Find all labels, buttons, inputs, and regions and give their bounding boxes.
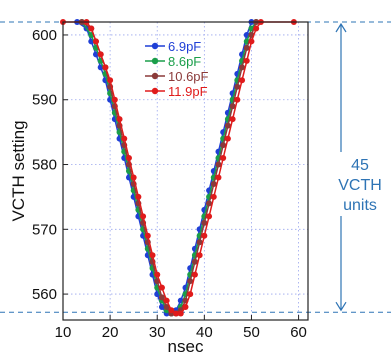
y-tick-label: 570 (32, 221, 57, 238)
data-point (239, 64, 246, 71)
data-point (88, 25, 95, 32)
grid-lines (62, 22, 308, 320)
series-11.9pF (60, 19, 297, 317)
data-point (196, 239, 203, 246)
data-point (158, 294, 165, 301)
series-group (60, 19, 297, 317)
y-axis-label: VCTH setting (9, 120, 28, 221)
annotation-arrow-head-bottom (335, 301, 347, 312)
data-point (243, 57, 250, 64)
data-point (102, 64, 109, 71)
data-point (210, 193, 217, 200)
data-point (163, 297, 170, 304)
data-point (220, 142, 227, 149)
data-point (196, 252, 203, 259)
data-point (248, 38, 255, 45)
x-tick-label: 20 (102, 324, 119, 341)
data-point (149, 252, 156, 259)
data-point (163, 304, 170, 311)
data-point (144, 232, 151, 239)
data-point (177, 310, 184, 317)
data-point (182, 304, 189, 311)
data-point (253, 25, 260, 32)
data-point (158, 304, 165, 311)
y-tick-label: 580 (32, 157, 57, 174)
data-point (243, 44, 250, 51)
x-tick-label: 40 (196, 324, 213, 341)
data-point (215, 161, 222, 168)
data-point (168, 307, 175, 314)
data-point (154, 271, 161, 278)
data-point (92, 38, 99, 45)
data-point (187, 278, 194, 285)
data-point (206, 213, 213, 220)
data-point (201, 232, 208, 239)
data-point (234, 96, 241, 103)
data-point (140, 213, 147, 220)
annotation-background (325, 152, 391, 216)
legend-swatch-marker (151, 42, 159, 50)
data-point (121, 135, 128, 142)
data-point (187, 291, 194, 298)
data-point (116, 116, 123, 123)
data-point (224, 135, 231, 142)
legend-item: 11.9pF (145, 84, 208, 99)
data-point (173, 310, 180, 317)
data-point (191, 271, 198, 278)
x-tick-label: 60 (290, 324, 307, 341)
legend-label: 8.6pF (168, 54, 201, 69)
data-point (107, 77, 114, 84)
y-tick-label: 590 (32, 92, 57, 109)
data-point (125, 155, 132, 162)
y-tick-label: 560 (32, 286, 57, 303)
data-point (229, 103, 236, 110)
data-point (234, 83, 241, 90)
data-point (130, 174, 137, 181)
y-axis-ticks: 560 570 580 590 600 (32, 27, 68, 303)
data-point (135, 193, 142, 200)
data-point (224, 122, 231, 129)
legend-item: 6.9pF (145, 39, 201, 54)
data-point (97, 51, 104, 58)
x-axis-ticks: 10 20 30 40 50 60 (55, 315, 307, 341)
annotation-text-line: VCTH (338, 177, 382, 194)
x-tick-label: 10 (55, 324, 72, 341)
annotation-arrow-head-top (335, 22, 347, 33)
legend-label: 11.9pF (168, 84, 208, 99)
data-point (191, 258, 198, 265)
plot-frame (62, 21, 309, 321)
range-annotation: 45 VCTH units (325, 22, 391, 312)
data-point (206, 200, 213, 207)
x-tick-label: 30 (149, 324, 166, 341)
legend-item: 8.6pF (145, 54, 201, 69)
data-point (201, 219, 208, 226)
data-point (239, 77, 246, 84)
data-point (220, 155, 227, 162)
data-point (229, 116, 236, 123)
legend-label: 10.6pF (168, 69, 209, 84)
legend-swatch-marker (151, 87, 159, 95)
y-tick-label: 600 (32, 27, 57, 44)
legend-label: 6.9pF (168, 39, 201, 54)
legend-swatch-marker (151, 57, 159, 65)
annotation-text-line: units (343, 197, 377, 214)
data-point (158, 284, 165, 291)
x-axis-label: nsec (168, 337, 204, 356)
data-point (210, 180, 217, 187)
annotation-text-line: 45 (351, 157, 369, 174)
data-point (215, 174, 222, 181)
data-point (111, 96, 118, 103)
legend-item: 10.6pF (145, 69, 209, 84)
legend-swatch-marker (151, 72, 159, 80)
x-tick-label: 50 (243, 324, 260, 341)
